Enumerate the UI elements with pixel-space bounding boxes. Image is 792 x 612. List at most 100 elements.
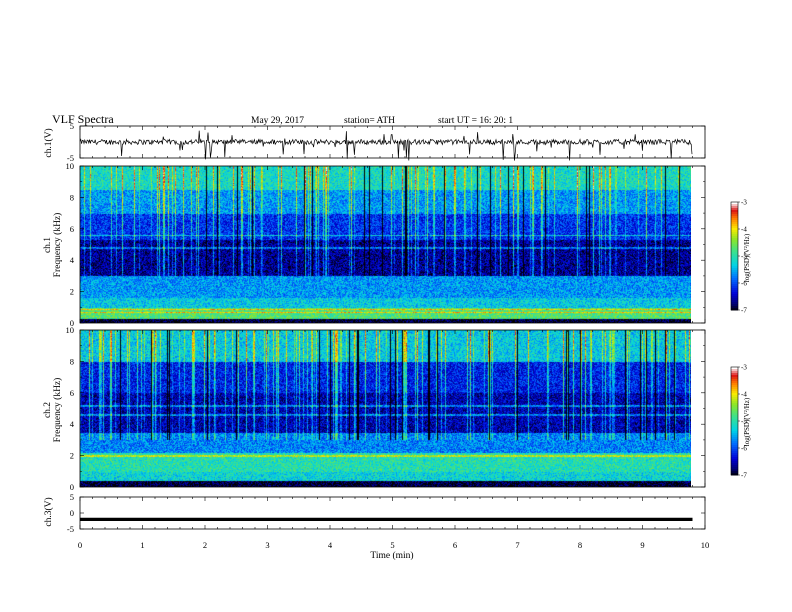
colorbar-swatch [731, 214, 738, 217]
colorbar-swatch [731, 272, 738, 275]
colorbar-swatch [731, 405, 738, 408]
colorbar-swatch [731, 270, 738, 273]
y-tick-label: 10 [66, 325, 75, 335]
colorbar-swatch [731, 423, 738, 426]
ch1-waveform-panel: ch.1(V) 5 -5 [43, 121, 706, 163]
x-tick-label: 5 [390, 540, 394, 550]
colorbar-swatch [731, 274, 738, 277]
x-tick-label: 3 [265, 540, 269, 550]
ch3-waveform-ylabel: ch.3(V) [43, 497, 54, 526]
colorbar-swatch [731, 393, 738, 396]
ch1-waveform-ylabel: ch.1(V) [43, 128, 54, 157]
colorbar-swatch [731, 439, 738, 442]
y-tick-label: 5 [70, 492, 74, 502]
colorbar-swatch [731, 397, 738, 400]
time-axis: Time (min) 0 1 2 3 4 5 6 7 8 9 10 [78, 540, 709, 561]
ch1-colorbar-label: log(PSD)(V²/Hz) [743, 233, 751, 282]
colorbar-tick-label: -6 [741, 445, 747, 453]
colorbar-swatch [731, 403, 738, 406]
colorbar-swatch [731, 250, 738, 253]
colorbar-swatch [731, 473, 738, 476]
colorbar-swatch [731, 202, 738, 205]
colorbar-swatch [731, 467, 738, 470]
colorbar-swatch [731, 471, 738, 474]
colorbar-swatch [731, 375, 738, 378]
colorbar-swatch [731, 298, 738, 301]
colorbar-swatch [731, 373, 738, 376]
colorbar-swatch [731, 371, 738, 374]
colorbar-swatch [731, 431, 738, 434]
figure-title: VLF Spectra [52, 112, 114, 126]
colorbar-swatch [731, 435, 738, 438]
y-tick-label: -5 [67, 153, 74, 163]
date-label: May 29, 2017 [251, 116, 304, 126]
colorbar-swatch [731, 266, 738, 269]
y-tick-label: 2 [70, 451, 74, 461]
colorbar-swatch [731, 206, 738, 209]
colorbar-swatch [731, 282, 738, 285]
ch1-spectrogram-image [80, 166, 691, 323]
colorbar-swatch [731, 447, 738, 450]
ch1-spec-ylabel: Frequency (kHz) [52, 213, 63, 278]
colorbar-swatch [731, 445, 738, 448]
colorbar-swatch [731, 425, 738, 428]
colorbar-swatch [731, 437, 738, 440]
colorbar-swatch [731, 369, 738, 372]
colorbar-swatch [731, 465, 738, 468]
colorbar-swatch [731, 258, 738, 261]
colorbar-swatch [731, 292, 738, 295]
colorbar-swatch [731, 377, 738, 380]
colorbar-swatch [731, 413, 738, 416]
colorbar-swatch [731, 407, 738, 410]
colorbar-tick-label: -7 [741, 307, 747, 315]
colorbar-swatch [731, 232, 738, 235]
colorbar-swatch [731, 216, 738, 219]
colorbar-swatch [731, 415, 738, 418]
colorbar-swatch [731, 441, 738, 444]
x-tick-label: 8 [578, 540, 582, 550]
x-tick-label: 1 [140, 540, 144, 550]
ch1-spectrogram-panel: ch.1 Frequency (kHz) 0 2 4 6 8 10 [43, 161, 706, 328]
colorbar-swatch [731, 208, 738, 211]
colorbar-swatch [731, 306, 738, 309]
colorbar-swatch [731, 242, 738, 245]
ch2-colorbar-label: log(PSD)(V²/Hz) [743, 397, 751, 446]
colorbar-swatch [731, 228, 738, 231]
y-tick-label: -5 [67, 524, 74, 534]
colorbar-swatch [731, 212, 738, 215]
colorbar-swatch [731, 401, 738, 404]
colorbar-tick-label: -4 [741, 226, 747, 234]
colorbar-swatch [731, 268, 738, 271]
colorbar-swatch [731, 226, 738, 229]
colorbar-swatch [731, 220, 738, 223]
colorbar-swatch [731, 399, 738, 402]
x-tick-label: 6 [453, 540, 457, 550]
colorbar-swatch [731, 451, 738, 454]
x-tick-label: 7 [515, 540, 519, 550]
x-tick-label: 9 [640, 540, 644, 550]
colorbar-swatch [731, 387, 738, 390]
y-tick-label: 2 [70, 287, 74, 297]
colorbar-swatch [731, 254, 738, 257]
ch2-spectrogram-panel: ch.2 Frequency (kHz) 0 2 4 6 8 10 [43, 325, 706, 492]
colorbar-swatch [731, 453, 738, 456]
colorbar-swatch [731, 246, 738, 249]
colorbar-swatch [731, 421, 738, 424]
colorbar-swatch [731, 443, 738, 446]
colorbar-swatch [731, 383, 738, 386]
colorbar-swatch [731, 300, 738, 303]
colorbar-swatch [731, 230, 738, 233]
colorbar-swatch [731, 238, 738, 241]
colorbar-swatch [731, 204, 738, 207]
colorbar-swatch [731, 210, 738, 213]
colorbar-swatch [731, 433, 738, 436]
colorbar-swatch [731, 256, 738, 259]
time-axis-label: Time (min) [370, 550, 413, 561]
colorbar-swatch [731, 260, 738, 263]
colorbar-tick-label: -3 [741, 364, 747, 372]
colorbar-swatch [731, 381, 738, 384]
colorbar-swatch [731, 234, 738, 237]
colorbar-swatch [731, 284, 738, 287]
colorbar-swatch [731, 385, 738, 388]
colorbar-swatch [731, 427, 738, 430]
